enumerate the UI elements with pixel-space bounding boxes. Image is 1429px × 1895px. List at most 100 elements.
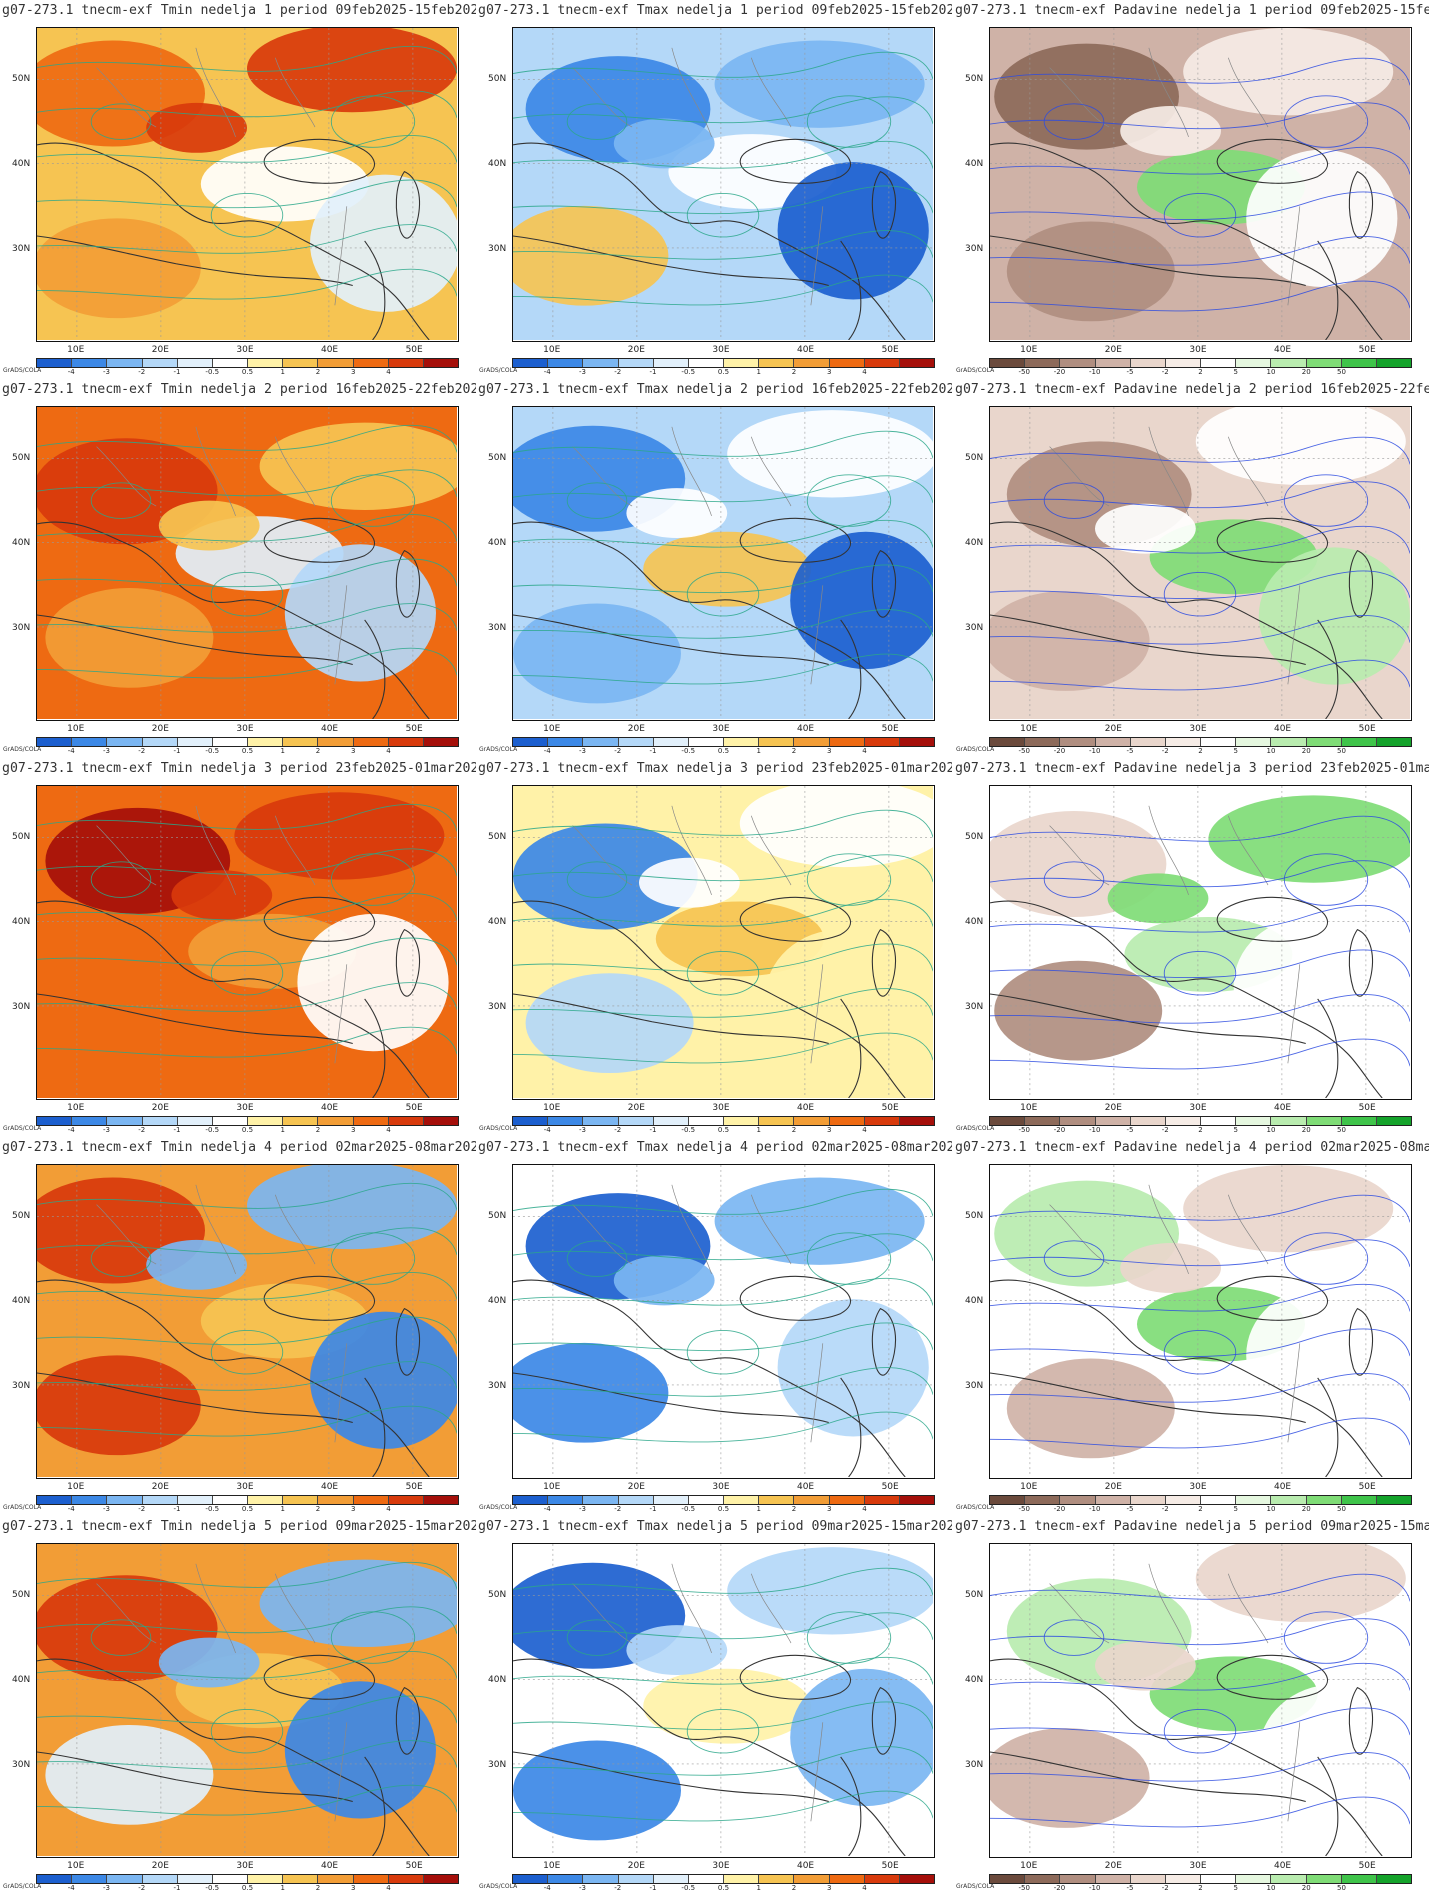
field-region [1246, 149, 1398, 287]
coastline [263, 517, 376, 563]
colorbar-swatch [1201, 738, 1237, 746]
colorbar-label: -0.5 [205, 1884, 220, 1892]
colorbar-label: 4 [386, 1884, 391, 1892]
colorbar-swatch [248, 1875, 284, 1883]
colorbar-swatch [794, 359, 830, 367]
field-region [259, 422, 457, 510]
contour-loop [330, 474, 416, 527]
colorbar-swatch [212, 738, 249, 746]
lat-tick-label: 40N [965, 917, 984, 928]
colorbar-swatch [829, 1875, 865, 1883]
coastline [871, 170, 897, 239]
colorbar-swatch [72, 359, 108, 367]
contour-line [990, 659, 1410, 691]
colorbar-swatch [283, 1875, 319, 1883]
contour-line [513, 475, 933, 504]
colorbar-swatch [248, 1117, 284, 1125]
panel-pad-week-5: g07-273.1 tnecm-exf Padavine nedelja 5 p… [953, 1516, 1429, 1895]
colorbar-swatch [1201, 1875, 1237, 1883]
title-prefix: g07-273.1 tnecm-exf Tmax nedelja [478, 761, 733, 776]
colorbar-swatch [829, 359, 865, 367]
map-plot [36, 27, 459, 342]
lon-tick-label: 50E [1358, 1482, 1376, 1492]
colorbar-swatch [583, 738, 619, 746]
title-week-number: 2 [1240, 382, 1265, 397]
colorbar-swatch [1271, 1875, 1307, 1883]
contour-line [37, 46, 457, 74]
lon-tick-label: 10E [543, 1103, 561, 1113]
colorbar-swatch [1165, 359, 1202, 367]
contour-loop [330, 95, 416, 148]
colorbar-label: -1 [649, 368, 657, 376]
country-border [274, 815, 316, 886]
colorbar-swatch [107, 359, 143, 367]
field-region [1095, 503, 1196, 554]
coastline [1216, 1654, 1329, 1700]
coastline [364, 240, 386, 340]
colorbar-label: -2 [614, 747, 622, 755]
contour-line [990, 1284, 1410, 1312]
contour-line [37, 1316, 457, 1346]
title-prefix: g07-273.1 tnecm-exf Padavine nedelja [955, 1519, 1241, 1534]
field-region [739, 786, 933, 868]
colorbar-swatch [583, 1117, 619, 1125]
colorbar-swatch [1130, 1875, 1166, 1883]
colorbar [512, 1116, 935, 1126]
colorbar-label: -0.5 [681, 368, 696, 376]
contour-loop [1043, 482, 1105, 519]
colorbar-swatch [548, 1117, 584, 1125]
coastline [990, 614, 1306, 666]
coastline [990, 1751, 1306, 1803]
colorbar-swatch [72, 1496, 108, 1504]
colorbar-label: 50 [1337, 1126, 1346, 1134]
colorbar-label: 5 [1233, 1884, 1238, 1892]
colorbar-label: -0.5 [205, 747, 220, 755]
colorbar-swatch [1025, 1875, 1061, 1883]
lon-tick-label: 10E [67, 1482, 85, 1492]
contour-loop [90, 1240, 152, 1277]
lon-tick-label: 30E [712, 1482, 730, 1492]
colorbar-label: 1 [280, 368, 285, 376]
colorbar-label: 5 [1233, 1126, 1238, 1134]
colorbar-swatch [583, 359, 619, 367]
colorbar-label: 50 [1337, 368, 1346, 376]
colorbar-label: -4 [543, 747, 551, 755]
coastline [840, 1377, 862, 1477]
colorbar-label: 2 [315, 1505, 321, 1513]
contour-line [990, 860, 1410, 889]
contour-line [37, 558, 457, 588]
coastline [513, 1751, 829, 1803]
colorbar-swatch [142, 359, 178, 367]
contour-line [513, 1322, 933, 1352]
colorbar-label: 0.5 [241, 747, 254, 755]
colorbar-label: 10 [1266, 1505, 1276, 1513]
colorbar-swatch [1025, 1117, 1061, 1125]
colorbar-swatch [759, 1117, 795, 1125]
field-region [146, 1239, 247, 1290]
colorbar-label: 10 [1266, 747, 1276, 755]
contour-line [37, 1026, 457, 1058]
colorbar-swatch [283, 1496, 319, 1504]
colorbar-label: -50 [1018, 747, 1030, 755]
colorbar-label: 5 [1233, 1505, 1238, 1513]
contour-loop [1283, 1232, 1369, 1285]
colorbar-swatch [423, 738, 459, 746]
colorbar-label: -0.5 [681, 747, 696, 755]
colorbar-swatch [1095, 359, 1131, 367]
coastline [739, 896, 852, 942]
field-region [158, 500, 260, 551]
colorbar-swatch [1025, 738, 1061, 746]
contour-loop [1163, 1329, 1237, 1375]
field-region [259, 1559, 457, 1647]
field-region [613, 118, 715, 169]
colorbar-swatch [1060, 1117, 1096, 1125]
contour-line [37, 937, 457, 967]
lat-tick-label: 40N [965, 1675, 984, 1686]
colorbar-swatch [318, 1875, 354, 1883]
colorbar-swatch [142, 1496, 178, 1504]
lon-tick-label: 30E [236, 1861, 254, 1871]
colorbar-label: 20 [1301, 368, 1311, 376]
coastline [1317, 619, 1339, 719]
colorbar-swatch [1271, 1496, 1307, 1504]
colorbar-swatch [212, 359, 249, 367]
